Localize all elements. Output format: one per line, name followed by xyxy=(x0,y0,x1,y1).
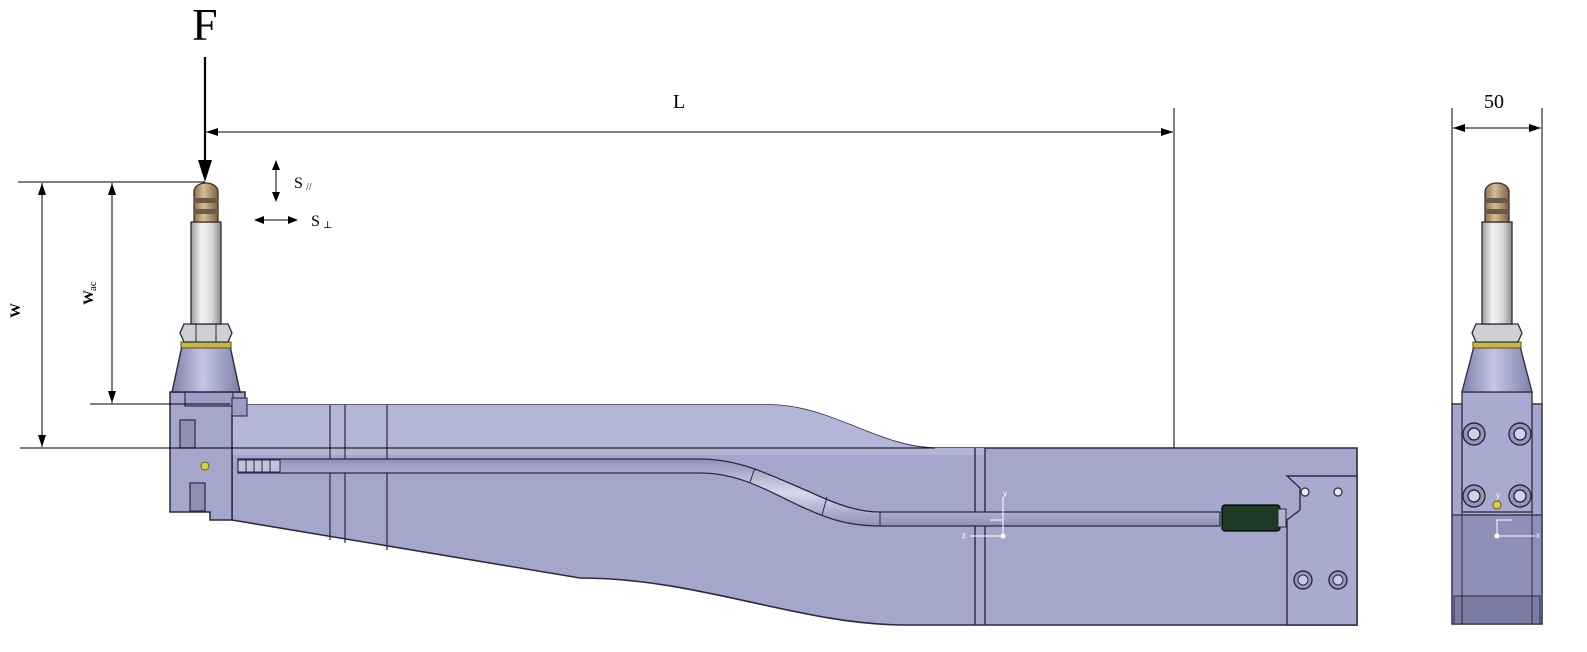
side-marker-dot xyxy=(1492,500,1502,510)
front-axis-y-label: y xyxy=(1003,489,1007,498)
mount-bolt-2-inner xyxy=(1332,574,1344,586)
l-arrow-left xyxy=(206,128,218,136)
front-view: y z xyxy=(169,182,1358,626)
force-arrow-head xyxy=(198,160,212,182)
width-arrow-right xyxy=(1529,124,1541,132)
sensor-insert xyxy=(1221,504,1281,532)
cap-band-1 xyxy=(194,198,218,203)
mount-hole-1 xyxy=(1300,487,1310,497)
side-axis-y-label: y xyxy=(1496,491,1500,500)
arm-body-highlight xyxy=(232,405,985,455)
side-foot xyxy=(1453,595,1541,625)
wac-arrow-top xyxy=(108,183,116,195)
mount-hole-2 xyxy=(1333,487,1343,497)
wac-label-group: W ac xyxy=(81,281,99,305)
side-cap-band-1 xyxy=(1485,198,1509,203)
rod-joint-1 xyxy=(749,467,756,483)
side-axis-x-label: x xyxy=(1536,531,1540,540)
side-bolts xyxy=(1462,422,1532,508)
wac-label: W xyxy=(81,290,97,305)
rod-joint-2 xyxy=(821,496,828,516)
side-cone xyxy=(1461,345,1533,393)
side-brass-ring xyxy=(1472,341,1522,349)
s-perp-label: S xyxy=(311,213,320,230)
width-dimension-label: 50 xyxy=(1484,91,1504,113)
brass-ring xyxy=(180,341,232,349)
force-label: F xyxy=(192,0,218,50)
sensor-insert-cap xyxy=(1277,508,1287,528)
front-axis-triad xyxy=(970,497,1006,539)
hex-nut xyxy=(179,323,233,343)
wac-arrow-bottom xyxy=(108,391,116,403)
dimensions xyxy=(18,57,1543,449)
head-side-edge xyxy=(231,397,248,417)
s-parallel-arrow-up xyxy=(272,160,280,170)
w-arrow-top xyxy=(38,183,46,195)
w-label: W xyxy=(8,303,24,318)
head-marker-dot xyxy=(200,461,210,471)
length-label: L xyxy=(673,91,685,113)
cap-band-2 xyxy=(194,209,218,214)
side-view: y x xyxy=(1451,182,1543,625)
w-arrow-bottom xyxy=(38,435,46,447)
wac-subscript: ac xyxy=(87,281,99,291)
s-parallel-arrow-down xyxy=(272,192,280,202)
rod-thread xyxy=(237,459,281,473)
s-perp-arrow-left xyxy=(254,216,264,224)
probe-shaft xyxy=(190,221,222,325)
mount-bolt-1-inner xyxy=(1297,574,1309,586)
side-hex-nut xyxy=(1471,323,1523,343)
internal-rod xyxy=(237,458,1221,527)
s-parallel-subscript: // xyxy=(306,182,312,193)
l-arrow-right xyxy=(1161,128,1173,136)
side-cap-band-2 xyxy=(1485,209,1509,214)
s-parallel-label: S xyxy=(294,175,303,192)
width-arrow-left xyxy=(1453,124,1465,132)
cone-adapter xyxy=(171,345,241,393)
head-slot-lower xyxy=(189,482,206,512)
front-axis-z-label: z xyxy=(962,531,966,540)
s-perp-subscript: ⊥ xyxy=(323,220,332,231)
head-slot-upper xyxy=(179,419,196,449)
side-shaft xyxy=(1481,221,1513,325)
s-perp-arrow-right xyxy=(288,216,298,224)
side-axis-triad xyxy=(1494,519,1535,539)
